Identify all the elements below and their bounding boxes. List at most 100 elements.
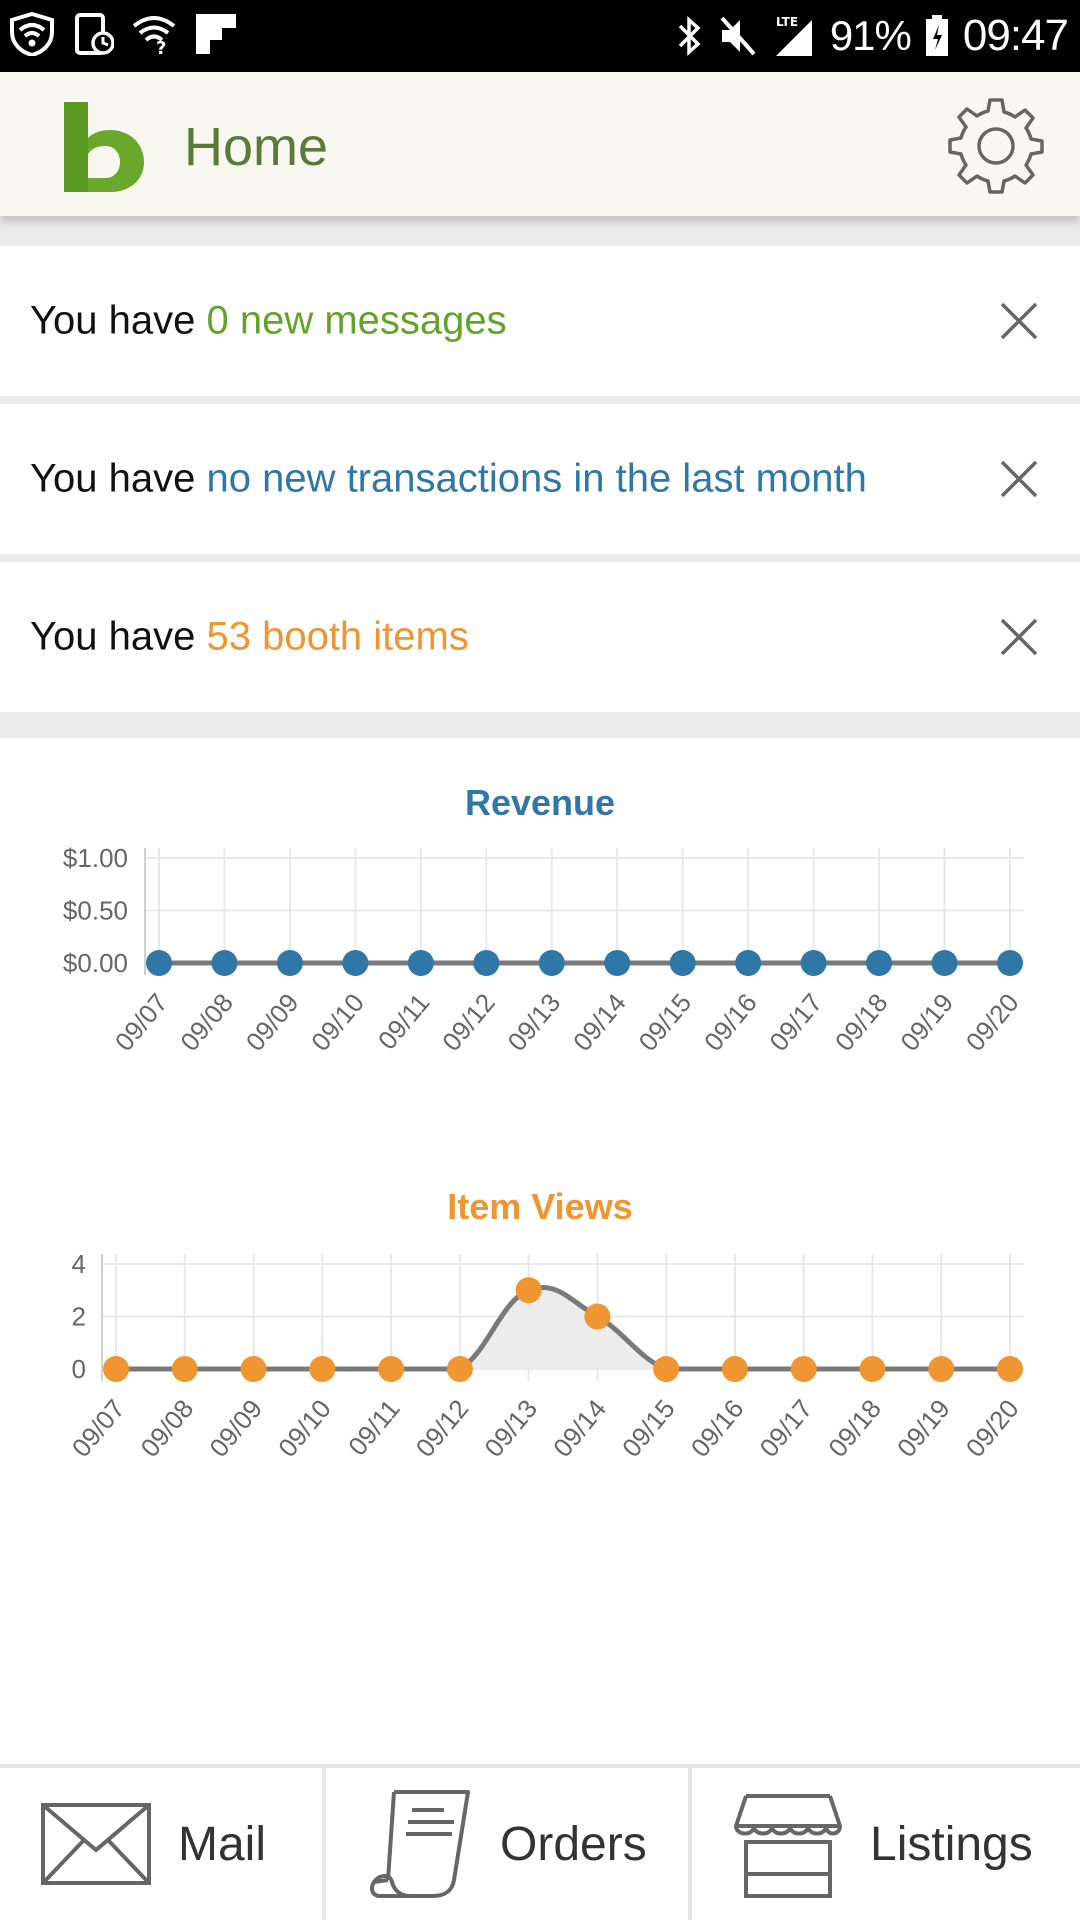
x-tick-label: 09/15 [632,988,697,1057]
x-tick-label: 09/12 [410,1394,475,1463]
x-tick-label: 09/09 [203,1394,268,1463]
status-icons-right: LTE 91% 09:47 [676,6,1069,66]
data-point[interactable] [407,950,434,976]
storefront-icon [734,1794,842,1898]
status-bar: ? LTE 91% 09:47 [0,0,1080,72]
clock: 09:47 [962,11,1069,60]
nav-orders-button[interactable]: Orders [326,1768,688,1920]
close-icon[interactable] [998,616,1040,658]
nav-divider [322,1768,326,1920]
mute-icon [720,16,756,56]
x-tick-label: 09/08 [135,1394,200,1463]
x-tick-label: 09/18 [822,1394,887,1463]
y-tick-label: $0.00 [63,948,128,978]
bottom-navigation: Mail Orders Listings [0,1764,1080,1920]
section-gap [0,708,1080,738]
flipboard-icon [196,14,236,54]
data-point[interactable] [211,950,238,976]
nav-divider [688,1768,692,1920]
data-point[interactable] [931,950,958,976]
notification-text: You have 53 booth items [30,615,469,660]
data-point[interactable] [473,950,500,976]
y-tick-label: 0 [72,1354,86,1384]
nav-mail-label: Mail [178,1817,267,1871]
data-point[interactable] [997,950,1023,976]
mail-icon [41,1803,151,1885]
data-point[interactable] [735,950,762,976]
data-point[interactable] [653,1356,680,1382]
x-tick-label: 09/14 [547,1394,612,1463]
nav-listings-button[interactable]: Listings [692,1768,1080,1920]
y-tick-label: $0.50 [63,896,128,926]
notification-card-booth-items[interactable]: You have 53 booth items [0,562,1080,712]
x-tick-label: 09/11 [342,1394,406,1462]
network-type-label: LTE [776,15,798,29]
wifi-question-icon: ? [132,16,176,54]
notification-highlight: no new transactions in the last month [206,456,867,501]
y-tick-label: 2 [72,1302,86,1332]
x-tick-label: 09/16 [685,1394,750,1463]
nav-mail-button[interactable]: Mail [0,1768,322,1920]
data-point[interactable] [790,1356,817,1382]
notification-card-transactions[interactable]: You have no new transactions in the last… [0,404,1080,554]
notification-highlight: 53 booth items [206,614,469,659]
notification-prefix: You have [30,298,207,343]
data-point[interactable] [800,950,827,976]
x-tick-label: 09/11 [372,988,436,1056]
x-tick-label: 09/15 [616,1394,681,1463]
close-icon[interactable] [998,458,1040,500]
data-point[interactable] [276,950,303,976]
data-point[interactable] [240,1356,267,1382]
notification-text: You have 0 new messages [30,299,507,344]
data-point[interactable] [584,1303,611,1330]
notification-card-messages[interactable]: You have 0 new messages [0,246,1080,396]
data-point[interactable] [309,1356,336,1382]
data-point[interactable] [604,950,631,976]
data-point[interactable] [928,1356,955,1382]
data-point[interactable] [378,1356,405,1382]
card-divider [0,396,1080,404]
data-point[interactable] [538,950,565,976]
x-tick-label: 09/14 [567,988,632,1057]
battery-percent: 91% [829,12,912,59]
x-tick-label: 09/09 [240,988,305,1057]
data-point[interactable] [171,1356,198,1382]
page-title: Home [184,117,329,177]
signal-icon: LTE [775,15,812,56]
data-point[interactable] [721,1356,748,1382]
x-tick-label: 09/07 [66,1394,131,1463]
screen-timer-icon [75,13,114,55]
settings-gear-icon[interactable] [946,96,1046,196]
x-tick-label: 09/19 [894,988,959,1057]
app-logo-icon [64,102,144,192]
x-tick-label: 09/17 [753,1394,818,1463]
revenue-chart-title: Revenue [464,782,616,823]
receipt-icon [370,1790,470,1898]
status-icons-left: ? [8,12,238,56]
notification-text: You have no new transactions in the last… [30,457,867,502]
notification-prefix: You have [30,614,207,659]
data-point[interactable] [103,1356,129,1382]
y-tick-label: $1.00 [63,843,128,873]
data-point[interactable] [342,950,369,976]
data-point[interactable] [866,950,893,976]
data-point[interactable] [669,950,696,976]
x-tick-label: 09/10 [272,1394,337,1463]
data-point[interactable] [859,1356,886,1382]
x-tick-label: 09/20 [960,1394,1025,1463]
x-tick-label: 09/07 [109,988,174,1057]
card-divider [0,554,1080,562]
x-tick-label: 09/12 [436,988,501,1057]
close-icon[interactable] [998,300,1040,342]
notification-highlight: 0 new messages [206,298,507,343]
data-point[interactable] [446,1356,473,1382]
section-gap [0,216,1080,246]
x-tick-label: 09/13 [478,1394,543,1463]
battery-icon [925,15,948,56]
data-point[interactable] [515,1277,542,1304]
data-point[interactable] [997,1356,1023,1382]
nav-orders-label: Orders [500,1817,647,1871]
data-point[interactable] [146,950,172,976]
x-tick-label: 09/18 [829,988,894,1057]
